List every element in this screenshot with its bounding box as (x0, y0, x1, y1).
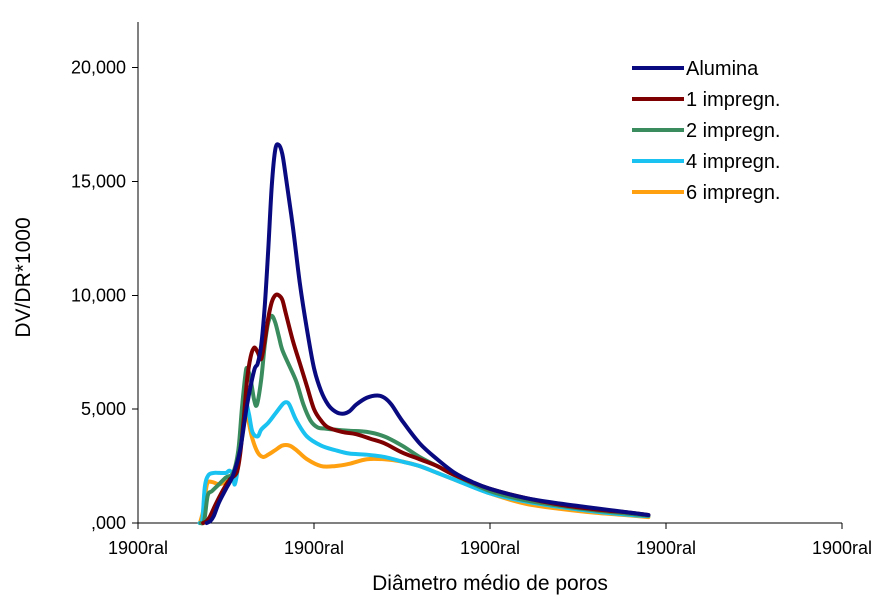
series-line-1-impregn (201, 292, 651, 525)
x-tick-label: 1900ral (812, 538, 872, 558)
y-axis-ticks: ,000 5,000 10,000 15,000 20,000 (71, 58, 138, 533)
y-axis-title: DV/DR*1000 (12, 217, 35, 337)
x-tick-label: 1900ral (636, 538, 696, 558)
y-tick-label: 20,000 (71, 58, 126, 78)
y-tick-label: ,000 (91, 513, 126, 533)
legend-label-4-impregn: 4 impregn. (686, 151, 781, 173)
legend-label-1-impregn: 1 impregn. (686, 89, 781, 111)
x-tick-label: 1900ral (108, 538, 168, 558)
series-lines (197, 142, 651, 526)
x-tick-label: 1900ral (460, 538, 520, 558)
legend-label-6-impregn: 6 impregn. (686, 182, 781, 204)
legend-label-2-impregn: 2 impregn. (686, 120, 781, 142)
x-tick-label: 1900ral (284, 538, 344, 558)
y-tick-label: 5,000 (81, 399, 126, 419)
x-axis-title: Diâmetro médio de poros (372, 572, 608, 595)
series-line-4-impregn (197, 400, 651, 525)
legend-label-alumina: Alumina (686, 58, 759, 80)
y-tick-label: 15,000 (71, 171, 126, 191)
y-tick-label: 10,000 (71, 285, 126, 305)
x-axis-ticks: 1900ral 1900ral 1900ral 1900ral 1900ral (108, 523, 872, 558)
series-line-alumina (204, 142, 651, 525)
series-line-2-impregn (198, 313, 651, 526)
legend: Alumina 1 impregn. 2 impregn. 4 impregn. 6 i… (632, 58, 781, 204)
